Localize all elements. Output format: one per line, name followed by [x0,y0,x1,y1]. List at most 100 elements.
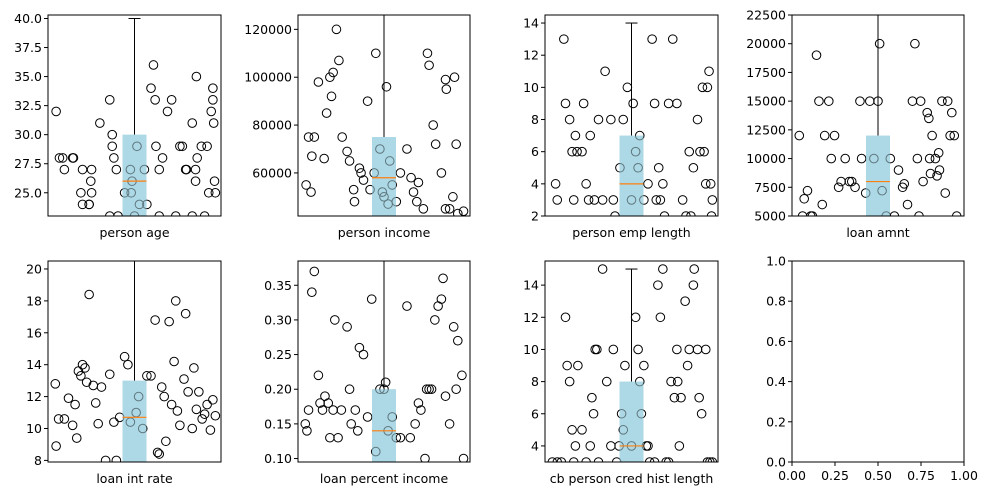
data-point [309,266,320,277]
data-point [597,264,608,274]
data-point [940,188,951,198]
data-point [300,419,311,429]
data-point [334,55,344,66]
y-tick-label: 60000 [252,165,292,180]
data-point [451,139,461,150]
data-point [666,376,676,387]
data-point [85,176,96,186]
data-point [556,457,567,462]
data-point [408,187,419,197]
data-point [840,153,851,164]
subplot-6: 0.10 0.15 0.20 0.25 0.30 0.35 loan percent inc… [264,260,471,486]
data-point [707,195,718,205]
data-point [402,301,412,311]
data-point [199,409,210,419]
iqr-box-overlay [619,135,644,216]
data-point [699,146,709,157]
y-tick-label: 5000 [754,209,786,224]
data-point [210,187,221,198]
data-point [600,66,610,77]
data-point [658,264,668,274]
data-point [59,164,70,175]
data-point [107,129,118,140]
data-point [344,156,355,166]
data-point [448,192,458,202]
data-point [172,406,183,416]
data-point [307,287,317,297]
data-point [67,153,78,163]
data-point [96,382,107,392]
data-point [104,369,115,380]
y-tick-label: 14 [523,16,539,31]
data-point [344,384,355,395]
data-point [86,187,97,198]
data-point [684,344,695,355]
y-tick-label: 0.10 [264,451,292,466]
data-point [559,34,569,44]
y-tick-label: 8 [531,112,539,127]
data-point [608,195,619,205]
y-tick-label: 8 [531,374,539,389]
data-point [649,457,660,462]
y-tick-label: 37.5 [14,40,42,55]
data-point [606,441,616,451]
data-point [154,164,165,175]
data-point [700,179,711,189]
axes-frame [47,260,222,463]
data-point [927,130,937,141]
y-tick-label: 0.0 [766,455,786,470]
data-point [162,106,173,117]
data-point [564,376,575,387]
data-point [802,185,813,196]
x-tick-label: 0.25 [821,468,849,483]
data-point [416,405,426,415]
data-point [588,408,599,419]
data-point [330,315,340,325]
data-point [697,82,708,93]
y-tick-label: 0.35 [264,278,292,293]
data-point [424,384,434,395]
data-point [164,316,174,327]
data-point [593,114,604,125]
data-point [148,60,159,70]
data-point [208,118,219,128]
data-point [608,344,619,355]
y-tick-label: 1.0 [766,254,786,269]
data-point [644,457,655,462]
data-point [169,356,179,367]
data-point [568,457,579,462]
data-point [702,82,713,93]
data-point [150,315,160,325]
iqr-box-overlay [619,381,644,462]
plot-area [301,15,469,216]
data-point [655,312,666,323]
data-point [680,296,690,307]
subplot-2: 60000 80000 100000 120000 person income [244,14,471,240]
data-point [203,187,214,198]
data-point [100,455,111,462]
data-point [560,98,571,109]
data-point [410,419,420,429]
data-point [453,335,463,346]
data-point [902,199,913,210]
data-point [53,414,64,424]
data-point [197,414,207,424]
data-point [560,312,571,323]
data-point [406,172,416,183]
data-point [67,420,78,431]
data-point [937,96,947,106]
y-tick-label: 6 [531,144,539,159]
data-point [337,132,347,142]
data-point [166,399,177,410]
x-tick-label: 1.00 [950,468,978,483]
data-point [51,106,61,117]
data-point [191,404,202,415]
data-point [836,176,846,187]
data-point [179,374,189,384]
data-point [191,71,202,82]
y-tick-label: 14 [26,357,42,372]
data-point [109,417,119,427]
data-point [90,398,101,408]
y-tick-label: 8 [34,453,42,468]
data-point [418,204,429,214]
